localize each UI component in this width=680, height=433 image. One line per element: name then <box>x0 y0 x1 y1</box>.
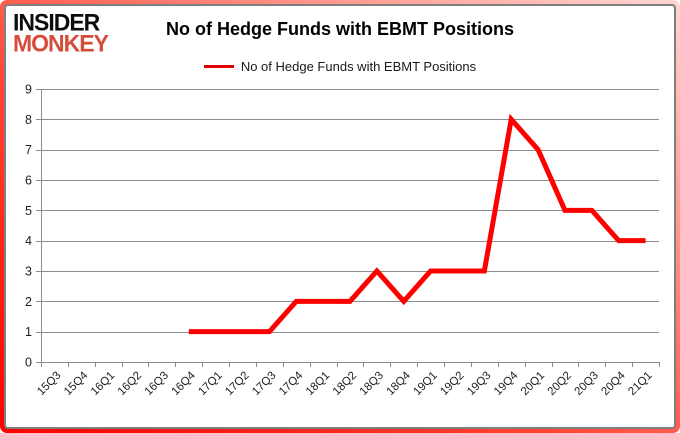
x-tick-label: 16Q4 <box>170 369 199 398</box>
y-tick-label: 1 <box>25 325 32 339</box>
x-tick-label: 17Q2 <box>223 370 251 398</box>
y-tick-label: 8 <box>25 113 32 127</box>
y-axis-labels: 0 1 2 3 4 5 6 7 8 9 <box>25 83 32 370</box>
x-tick-label: 18Q1 <box>304 370 332 398</box>
logo-word-insider: INSIDER <box>13 8 100 36</box>
x-tick-label: 15Q3 <box>35 370 63 398</box>
x-tick-label: 19Q3 <box>465 370 493 398</box>
y-tick-label: 2 <box>25 295 32 309</box>
x-tick-label: 17Q4 <box>277 369 306 398</box>
y-tick-label: 4 <box>25 234 32 248</box>
insider-monkey-logo: INSIDER MONKEY <box>13 8 109 57</box>
x-tick-label: 17Q3 <box>250 370 278 398</box>
x-tick-label: 19Q4 <box>492 369 521 398</box>
y-tick-label: 5 <box>25 204 32 218</box>
legend: No of Hedge Funds with EBMT Positions <box>6 58 674 74</box>
x-tick-label: 15Q4 <box>62 369 91 398</box>
series-line <box>188 113 646 335</box>
x-tick-label: 20Q1 <box>519 370 547 398</box>
x-tick-label: 20Q3 <box>573 370 601 398</box>
chart-title: No of Hedge Funds with EBMT Positions <box>166 19 514 39</box>
x-tick-label: 20Q2 <box>546 370 574 398</box>
x-tick-label: 16Q3 <box>143 370 171 398</box>
x-tick-label: 17Q1 <box>196 370 224 398</box>
x-tick-label: 19Q2 <box>438 370 466 398</box>
y-tick-label: 9 <box>25 83 32 97</box>
y-tick-label: 0 <box>25 356 32 370</box>
x-tick-label: 16Q1 <box>89 370 117 398</box>
y-tick-label: 6 <box>25 174 32 188</box>
y-tick-label: 3 <box>25 265 32 279</box>
legend-label: No of Hedge Funds with EBMT Positions <box>240 58 477 74</box>
x-tick-label: 21Q1 <box>626 370 654 398</box>
chart-plot: 012345678915Q315Q416Q116Q216Q316Q417Q117… <box>25 83 660 398</box>
logo-word-monkey: MONKEY <box>13 29 109 57</box>
chart-card: INSIDER MONKEY No of Hedge Funds with EB… <box>4 4 676 429</box>
x-axis-labels: 15Q315Q416Q116Q216Q316Q417Q117Q217Q317Q4… <box>35 369 655 398</box>
x-tick-label: 19Q1 <box>411 370 439 398</box>
x-tick-label: 20Q4 <box>599 369 628 398</box>
axes <box>41 89 660 367</box>
x-tick-label: 18Q2 <box>331 370 359 398</box>
x-tick-label: 18Q4 <box>384 369 413 398</box>
x-tick-label: 16Q2 <box>116 370 144 398</box>
gridlines <box>36 89 659 363</box>
legend-line-marker <box>203 64 234 68</box>
y-tick-label: 7 <box>25 143 32 157</box>
x-tick-label: 18Q3 <box>358 370 386 398</box>
